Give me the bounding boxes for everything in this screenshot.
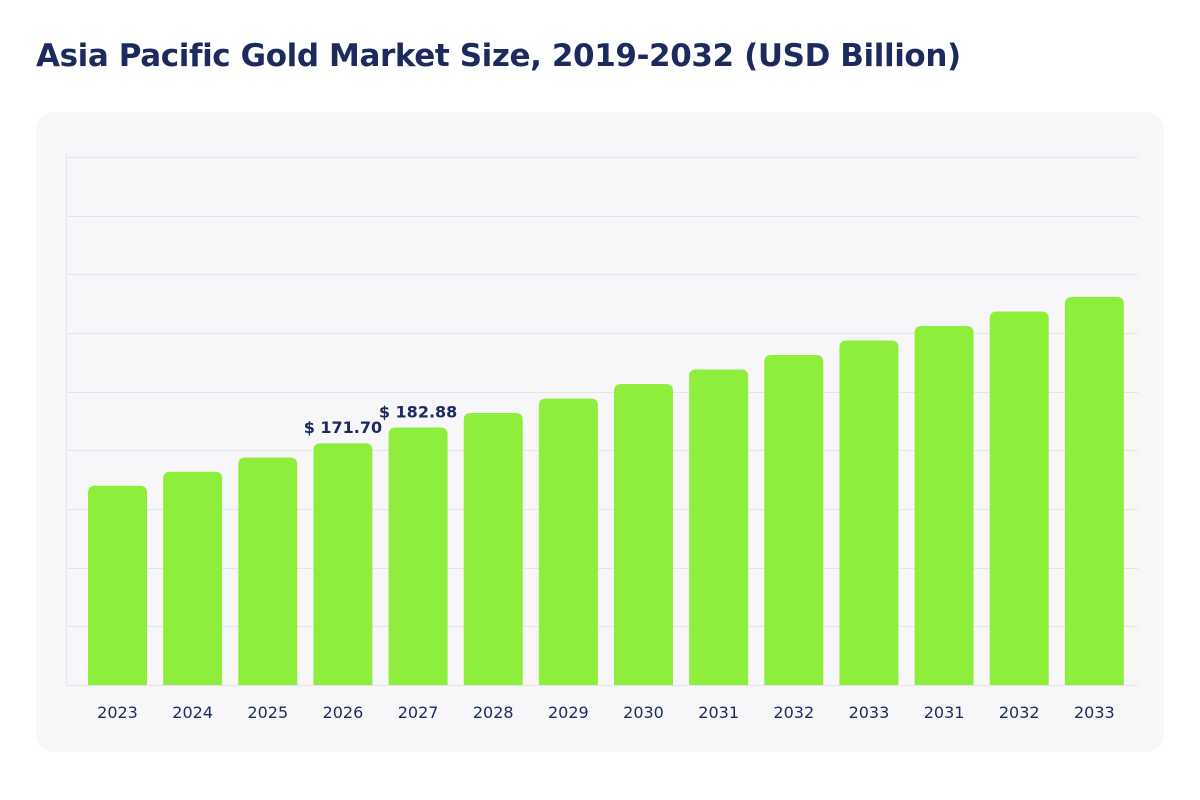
x-tick-label-1: 2024 (172, 703, 213, 722)
x-tick-label-0: 2023 (97, 703, 138, 722)
x-tick-label-2: 2025 (247, 703, 288, 722)
x-tick-labels: 2023 2024 2025 2026 2027 2028 2029 2030 2031 2032… (97, 703, 1115, 722)
bar-7 (614, 383, 673, 685)
data-label-3: $ 171.70 (304, 418, 382, 437)
data-labels: $ 171.70$ 182.88 (304, 403, 458, 438)
x-tick-label-3: 2026 (323, 703, 364, 722)
bars (88, 296, 1124, 685)
bar-4 (388, 427, 448, 685)
bar-2 (238, 457, 298, 685)
bar-10 (839, 340, 899, 685)
x-tick-label-9: 2032 (773, 703, 814, 722)
chart-panel: $ 171.70 $ 182.88 2023 2024 2025 2026 2027 202… (36, 112, 1164, 752)
x-tick-label-4: 2027 (398, 703, 439, 722)
x-tick-label-13: 2033 (1074, 703, 1115, 722)
bar-12 (989, 311, 1049, 685)
bar-13 (1064, 296, 1124, 685)
bar-3 (313, 443, 373, 685)
bar-5 (463, 412, 523, 685)
x-tick-label-8: 2031 (698, 703, 739, 722)
x-tick-label-11: 2031 (924, 703, 965, 722)
bar-8 (689, 369, 749, 685)
x-tick-label-5: 2028 (473, 703, 514, 722)
bar-11 (914, 325, 974, 685)
data-label-4: $ 182.88 (379, 403, 457, 422)
chart-title: Asia Pacific Gold Market Size, 2019-2032… (36, 38, 961, 74)
x-tick-label-6: 2029 (548, 703, 589, 722)
bar-6 (538, 398, 598, 685)
bar-9 (764, 354, 824, 685)
bar-1 (163, 471, 223, 685)
x-tick-label-12: 2032 (999, 703, 1040, 722)
x-tick-label-7: 2030 (623, 703, 664, 722)
x-tick-label-10: 2033 (849, 703, 890, 722)
gridlines (66, 153, 1138, 686)
bar-0 (88, 485, 147, 685)
bar-chart: $ 171.70$ 182.88 2023 2024 2025 2026 2027 202… (66, 153, 1138, 722)
